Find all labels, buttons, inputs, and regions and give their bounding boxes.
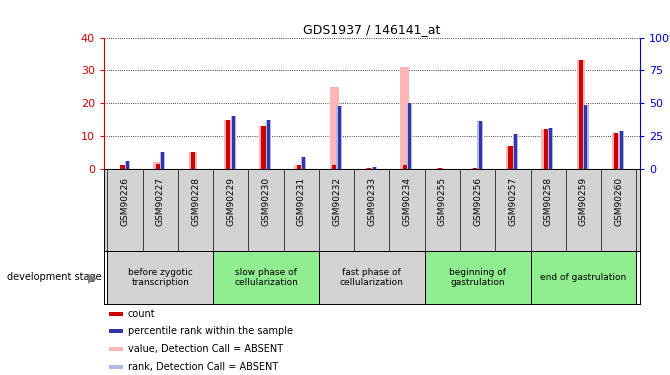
Bar <box>191 152 195 169</box>
Bar <box>155 164 160 169</box>
Bar <box>367 168 371 169</box>
Bar <box>612 133 620 169</box>
Bar <box>107 251 213 304</box>
Bar <box>125 160 130 169</box>
Text: development stage: development stage <box>7 273 101 282</box>
Bar <box>506 146 515 169</box>
Text: ▶: ▶ <box>88 271 97 284</box>
Text: GSM90229: GSM90229 <box>226 177 235 226</box>
Text: slow phase of
cellularization: slow phase of cellularization <box>234 268 298 287</box>
Bar <box>577 60 586 169</box>
Bar <box>509 146 513 169</box>
Text: GSM90231: GSM90231 <box>297 177 306 226</box>
Bar <box>336 106 342 169</box>
Text: value, Detection Call = ABSENT: value, Detection Call = ABSENT <box>128 344 283 354</box>
Text: end of gastrulation: end of gastrulation <box>540 273 626 282</box>
Bar <box>543 129 548 169</box>
Bar <box>579 60 583 169</box>
Text: GSM90255: GSM90255 <box>438 177 447 226</box>
Bar <box>436 168 444 169</box>
Bar <box>109 312 123 316</box>
Text: GSM90234: GSM90234 <box>403 177 411 226</box>
Text: GSM90256: GSM90256 <box>473 177 482 226</box>
Bar <box>584 105 588 169</box>
Bar <box>541 129 550 169</box>
Bar <box>161 152 164 169</box>
Bar <box>400 67 409 169</box>
Text: beginning of
gastrulation: beginning of gastrulation <box>449 268 506 287</box>
Bar <box>109 364 123 369</box>
Bar <box>261 126 266 169</box>
Bar <box>153 162 162 169</box>
Bar <box>372 167 377 169</box>
Text: fast phase of
cellularization: fast phase of cellularization <box>340 268 404 287</box>
Bar <box>584 105 588 169</box>
Bar <box>126 160 129 169</box>
Bar <box>425 251 531 304</box>
Text: GSM90258: GSM90258 <box>543 177 553 226</box>
Bar <box>548 128 553 169</box>
Bar <box>473 168 477 169</box>
Text: GSM90228: GSM90228 <box>191 177 200 226</box>
Text: rank, Detection Call = ABSENT: rank, Detection Call = ABSENT <box>128 362 278 372</box>
Text: GSM90259: GSM90259 <box>579 177 588 226</box>
Text: GSM90226: GSM90226 <box>121 177 129 226</box>
Bar <box>319 251 425 304</box>
Text: GSM90232: GSM90232 <box>332 177 341 226</box>
Bar <box>267 120 270 169</box>
Bar <box>338 106 340 169</box>
Bar <box>549 128 552 169</box>
Bar <box>408 103 411 169</box>
Bar <box>614 133 618 169</box>
Bar <box>301 157 306 169</box>
Bar <box>478 121 482 169</box>
Text: percentile rank within the sample: percentile rank within the sample <box>128 326 293 336</box>
Bar <box>407 103 412 169</box>
Bar <box>121 165 125 169</box>
Text: GSM90227: GSM90227 <box>155 177 165 226</box>
Text: GSM90260: GSM90260 <box>614 177 623 226</box>
Bar <box>189 152 198 169</box>
Text: count: count <box>128 309 155 319</box>
Bar <box>294 165 304 169</box>
Bar <box>365 168 374 169</box>
Bar <box>531 251 636 304</box>
Bar <box>471 168 480 169</box>
Bar <box>160 152 165 169</box>
Bar <box>513 134 518 169</box>
Bar <box>514 134 517 169</box>
Bar <box>330 87 338 169</box>
Text: GSM90230: GSM90230 <box>261 177 271 226</box>
Text: GSM90233: GSM90233 <box>367 177 377 226</box>
Bar <box>332 165 336 169</box>
Bar <box>297 165 301 169</box>
Bar <box>438 168 442 169</box>
Bar <box>403 165 407 169</box>
Text: GSM90257: GSM90257 <box>509 177 517 226</box>
Bar <box>224 120 232 169</box>
Bar <box>230 116 236 169</box>
Bar <box>213 251 319 304</box>
Bar <box>266 120 271 169</box>
Bar <box>109 329 123 333</box>
Title: GDS1937 / 146141_at: GDS1937 / 146141_at <box>303 23 441 36</box>
Bar <box>478 121 483 169</box>
Bar <box>226 120 230 169</box>
Text: before zygotic
transcription: before zygotic transcription <box>128 268 193 287</box>
Bar <box>109 347 123 351</box>
Bar <box>302 157 306 169</box>
Bar <box>232 116 234 169</box>
Bar <box>620 131 622 169</box>
Bar <box>373 167 376 169</box>
Bar <box>618 131 624 169</box>
Bar <box>259 126 268 169</box>
